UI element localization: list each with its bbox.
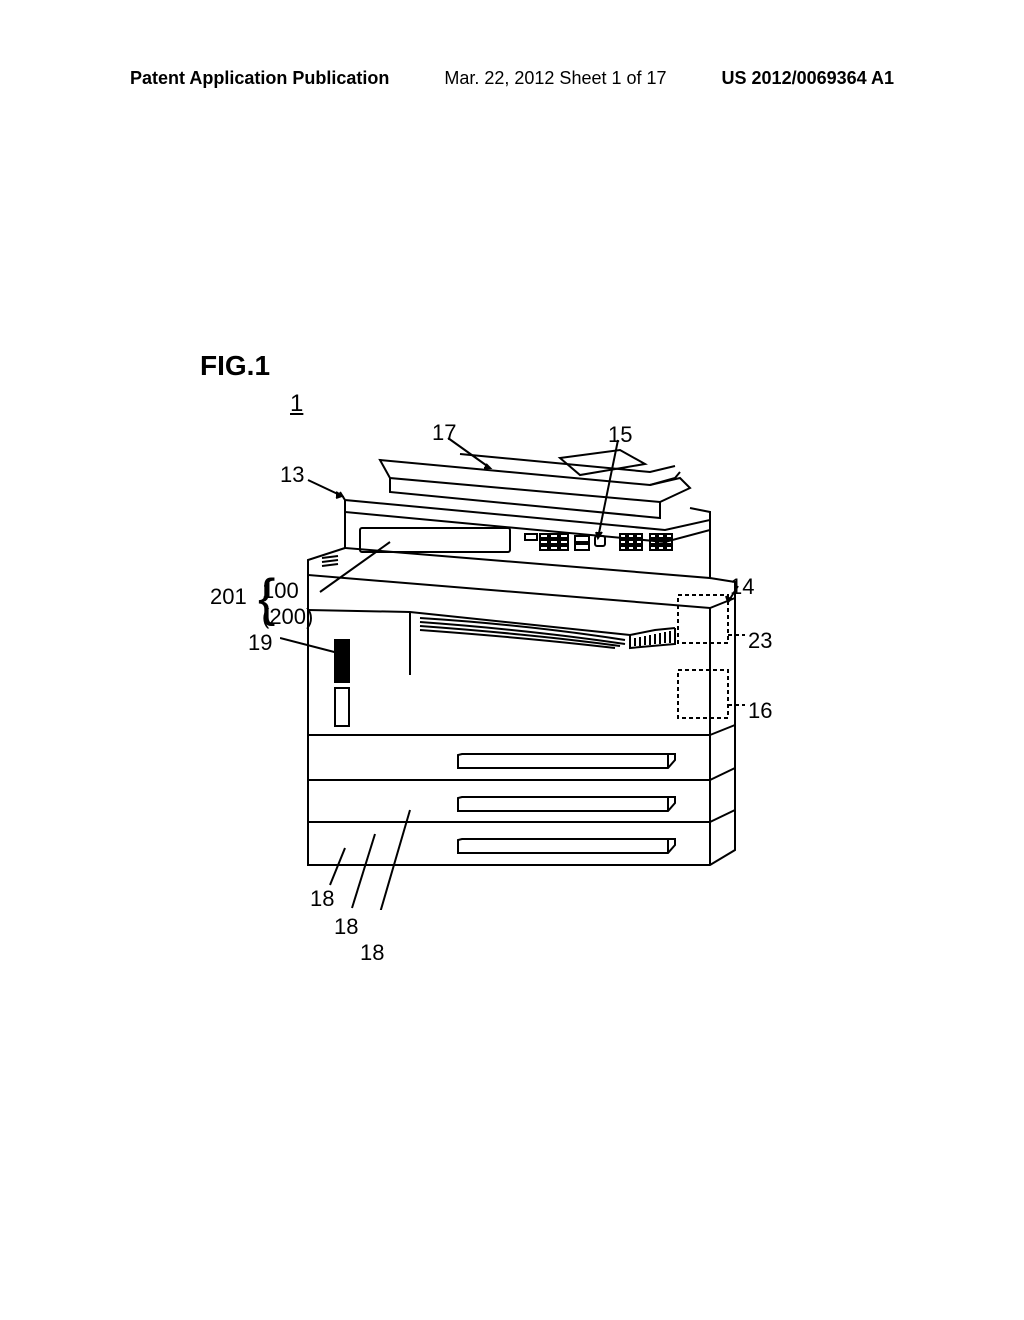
page-header: Patent Application Publication Mar. 22, …	[0, 68, 1024, 89]
label-19: 19	[248, 630, 272, 656]
printer-diagram	[280, 430, 760, 910]
header-right-text: US 2012/0069364 A1	[722, 68, 894, 89]
figure-number: 1	[290, 390, 303, 418]
header-left-text: Patent Application Publication	[130, 68, 389, 89]
header-center-text: Mar. 22, 2012 Sheet 1 of 17	[444, 68, 666, 89]
label-201: 201	[210, 584, 247, 610]
label-18c: 18	[360, 940, 384, 966]
label-18b: 18	[334, 914, 358, 940]
figure-label: FIG.1	[200, 350, 270, 382]
